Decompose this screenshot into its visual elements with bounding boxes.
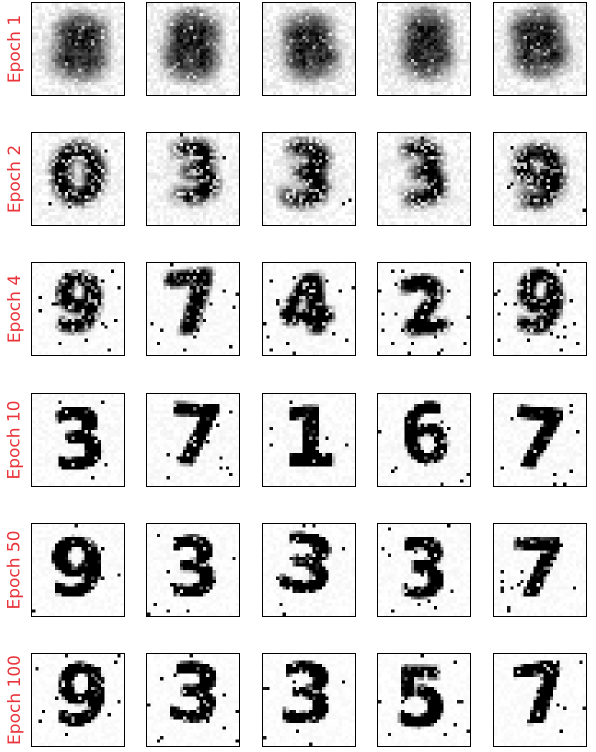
sample-image: [31, 132, 125, 226]
sample-canvas: [147, 394, 239, 486]
sample-image: [31, 262, 125, 356]
sample-image: [146, 653, 240, 747]
sample-canvas: [263, 263, 355, 355]
sample-canvas: [263, 133, 355, 225]
sample-image: [377, 2, 471, 96]
epoch-label: Epoch 1: [5, 14, 25, 84]
sample-image: [262, 393, 356, 487]
sample-image: [31, 393, 125, 487]
sample-canvas: [32, 394, 124, 486]
sample-canvas: [494, 524, 586, 616]
sample-image: [377, 523, 471, 617]
epoch-label: Epoch 100: [5, 655, 25, 745]
epoch-label: Epoch 2: [5, 144, 25, 214]
sample-canvas: [378, 524, 470, 616]
sample-image: [493, 132, 587, 226]
sample-canvas: [32, 133, 124, 225]
sample-image: [377, 262, 471, 356]
sample-canvas: [494, 3, 586, 95]
sample-canvas: [147, 524, 239, 616]
sample-canvas: [263, 524, 355, 616]
row-label: Epoch 2: [0, 132, 30, 226]
sample-canvas: [263, 654, 355, 746]
sample-image: [146, 262, 240, 356]
sample-image: [146, 2, 240, 96]
sample-image: [377, 653, 471, 747]
epoch-label: Epoch 10: [5, 400, 25, 480]
row-label: Epoch 10: [0, 393, 30, 487]
sample-image: [31, 523, 125, 617]
sample-image: [262, 132, 356, 226]
sample-image: [493, 2, 587, 96]
epoch-label: Epoch 50: [5, 530, 25, 610]
sample-image: [31, 653, 125, 747]
sample-canvas: [32, 263, 124, 355]
sample-canvas: [147, 133, 239, 225]
sample-image: [146, 523, 240, 617]
sample-image: [262, 2, 356, 96]
sample-image: [377, 132, 471, 226]
epoch-label: Epoch 4: [5, 274, 25, 344]
sample-canvas: [494, 263, 586, 355]
sample-canvas: [147, 263, 239, 355]
row-label: Epoch 4: [0, 262, 30, 356]
sample-image: [31, 2, 125, 96]
row-label: Epoch 1: [0, 2, 30, 96]
sample-canvas: [378, 263, 470, 355]
sample-image: [493, 262, 587, 356]
sample-image: [262, 523, 356, 617]
sample-image: [493, 523, 587, 617]
row-label: Epoch 100: [0, 653, 30, 747]
sample-canvas: [32, 3, 124, 95]
sample-image: [493, 393, 587, 487]
sample-canvas: [494, 133, 586, 225]
sample-image: [146, 393, 240, 487]
sample-canvas: [494, 654, 586, 746]
sample-canvas: [378, 133, 470, 225]
sample-canvas: [147, 654, 239, 746]
sample-canvas: [32, 524, 124, 616]
sample-canvas: [494, 394, 586, 486]
sample-canvas: [378, 654, 470, 746]
sample-canvas: [32, 654, 124, 746]
sample-canvas: [263, 3, 355, 95]
sample-image: [493, 653, 587, 747]
sample-canvas: [147, 3, 239, 95]
sample-canvas: [378, 3, 470, 95]
sample-image: [262, 653, 356, 747]
sample-image: [377, 393, 471, 487]
sample-canvas: [378, 394, 470, 486]
sample-canvas: [263, 394, 355, 486]
sample-image: [146, 132, 240, 226]
row-label: Epoch 50: [0, 523, 30, 617]
sample-image: [262, 262, 356, 356]
